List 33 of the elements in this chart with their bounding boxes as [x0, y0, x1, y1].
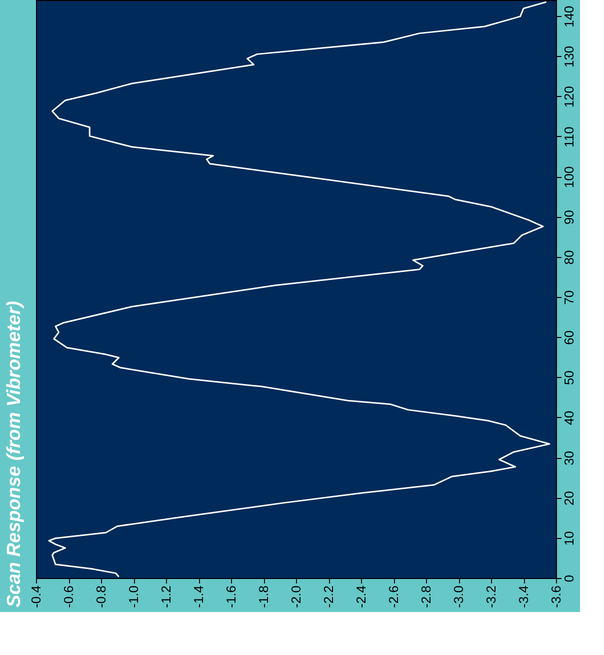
x-tick-label: -1.8	[256, 586, 271, 608]
x-tick-label: -0.6	[61, 586, 76, 608]
y-tick-label: 40	[562, 410, 576, 426]
x-tick-label: -2.8	[418, 586, 434, 608]
x-tick-label: -3.2	[484, 586, 498, 608]
y-tick-label: 100	[562, 166, 576, 188]
y-tick-label: 90	[562, 210, 576, 224]
y-tick-label: 60	[562, 330, 576, 345]
text: Scan Response (from Vibrometer)	[4, 300, 25, 608]
x-tick-label: -2.0	[288, 586, 304, 608]
y-tick-label: 30	[562, 450, 576, 466]
x-tick-label: -1.4	[191, 586, 206, 608]
y-tick-label: 0	[562, 574, 576, 582]
y-tick-label: 140	[562, 6, 576, 28]
y-tick-label: 110	[562, 126, 576, 148]
y-tick-label: 80	[562, 250, 576, 265]
y-tick-label: 50	[562, 370, 576, 386]
y-tick-label: 70	[562, 290, 576, 305]
x-tick-label: -0.8	[94, 586, 108, 608]
x-tick-label: -2.2	[321, 586, 336, 608]
y-tick-label: 130	[562, 46, 576, 68]
x-tick-label: -3.6	[548, 586, 564, 608]
x-tick-label: -1.2	[158, 586, 174, 608]
y-tick-label: 120	[562, 86, 576, 108]
y-tick-label: 10	[562, 531, 576, 546]
x-tick-label: -2.6	[386, 586, 401, 608]
x-tick-label: -1.6	[224, 586, 238, 608]
y-tick-label: 20	[562, 490, 576, 506]
x-tick-label: -3.0	[451, 586, 466, 608]
x-tick-label: -0.4	[28, 586, 44, 608]
x-tick-label: -3.4	[516, 586, 531, 608]
x-tick-label: -2.4	[354, 586, 368, 608]
x-tick-label: -1.0	[126, 586, 141, 608]
